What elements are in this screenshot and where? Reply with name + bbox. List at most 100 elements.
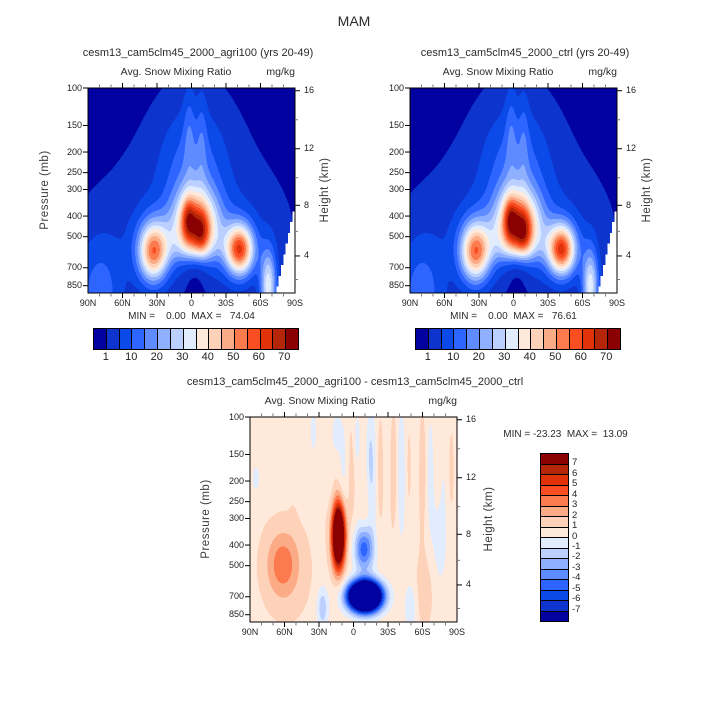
lat-tick-label: 90N — [79, 298, 97, 308]
height-tick-label: 12 — [626, 143, 637, 154]
diff-colorbar-tick-label: 6 — [572, 467, 578, 479]
panel-units-agri100: mg/kg — [266, 66, 295, 78]
colorbar-swatch — [541, 569, 568, 580]
colorbar-swatch — [582, 329, 596, 349]
lat-tick-label: 90S — [448, 627, 465, 637]
pressure-tick-label: 150 — [388, 119, 404, 130]
colorbar-swatch — [106, 329, 120, 349]
diff-colorbar-tick-label: 4 — [572, 488, 578, 500]
height-tick-label: 8 — [304, 199, 310, 210]
colorbar-tick-label: 40 — [201, 351, 214, 363]
colorbar-swatch — [608, 329, 620, 349]
colorbar-tick-label: 1 — [102, 351, 109, 363]
colorbar-swatch — [132, 329, 146, 349]
height-tick-label: 12 — [466, 472, 477, 483]
minmax-diff: MIN = -23.23 MAX = 13.09 — [503, 429, 628, 440]
colorbar-swatch — [541, 454, 568, 465]
colorbar-swatch — [541, 559, 568, 570]
colorbar-swatch — [222, 329, 235, 349]
pressure-tick-label: 100 — [228, 411, 244, 422]
lat-tick-label: 30S — [379, 627, 396, 637]
contour-canvas-agri100 — [88, 88, 295, 293]
colorbar-swatch — [505, 329, 519, 349]
colorbar-swatch — [145, 329, 159, 349]
pressure-tick-label: 400 — [66, 210, 82, 221]
colorbar-swatch — [541, 464, 568, 475]
colorbar-tick-label: 70 — [600, 351, 613, 363]
diff-colorbar-tick-label: -3 — [572, 561, 581, 573]
colorbar-swatch — [416, 329, 429, 349]
colorbar-swatch — [541, 548, 568, 559]
colorbar-swatch — [196, 329, 210, 349]
pressure-tick-label: 500 — [388, 231, 404, 242]
lat-tick-label: 90S — [608, 298, 625, 308]
panel-title-agri100: cesm13_cam5clm45_2000_agri100 (yrs 20-49… — [82, 47, 314, 59]
colorbar-ctrl — [415, 328, 621, 350]
colorbar-swatch — [183, 329, 197, 349]
colorbar-tick-label: 20 — [150, 351, 163, 363]
minmax-agri100: MIN = 0.00 MAX = 74.04 — [128, 311, 255, 322]
pressure-tick-label: 300 — [66, 183, 82, 194]
colorbar-swatch — [595, 329, 609, 349]
colorbar-agri100 — [93, 328, 299, 350]
colorbar-swatch — [541, 611, 568, 621]
colorbar-swatch — [467, 329, 481, 349]
pressure-tick-label: 250 — [388, 167, 404, 178]
panel-subtitle-agri100: Avg. Snow Mixing Ratio — [120, 66, 232, 78]
colorbar-swatch — [541, 527, 568, 538]
diff-colorbar-tick-label: 0 — [572, 530, 578, 542]
panel-title-diff: cesm13_cam5clm45_2000_agri100 - cesm13_c… — [186, 376, 524, 388]
diff-colorbar-tick-label: 7 — [572, 457, 578, 469]
panel-units-diff: mg/kg — [428, 395, 457, 407]
colorbar-swatch — [569, 329, 583, 349]
height-tick-label: 4 — [626, 250, 632, 261]
panel-subtitle-diff: Avg. Snow Mixing Ratio — [264, 395, 376, 407]
colorbar-swatch — [119, 329, 133, 349]
height-tick-label: 16 — [626, 85, 637, 96]
pressure-tick-label: 100 — [388, 82, 404, 93]
diff-colorbar-tick-label: 5 — [572, 478, 578, 490]
colorbar-tick-label: 10 — [447, 351, 460, 363]
pressure-tick-label: 150 — [66, 119, 82, 130]
diff-colorbar-tick-label: -6 — [572, 593, 581, 605]
pressure-tick-label: 500 — [66, 231, 82, 242]
lat-tick-label: 60S — [414, 627, 431, 637]
lat-tick-label: 0 — [510, 298, 516, 308]
colorbar-tick-label: 60 — [252, 351, 265, 363]
contour-canvas-ctrl — [410, 88, 617, 293]
colorbar-swatch — [541, 485, 568, 496]
pressure-tick-label: 250 — [228, 496, 244, 507]
height-tick-label: 12 — [304, 143, 315, 154]
pressure-axis-label-diff: Pressure (mb) — [200, 479, 212, 559]
pressure-tick-label: 250 — [66, 167, 82, 178]
colorbar-swatch — [273, 329, 287, 349]
pressure-axis-label-agri100: Pressure (mb) — [39, 150, 51, 230]
colorbar-swatch — [441, 329, 455, 349]
colorbar-tick-label: 40 — [523, 351, 536, 363]
colorbar-swatch — [518, 329, 532, 349]
panel-title-ctrl: cesm13_cam5clm45_2000_ctrl (yrs 20-49) — [420, 47, 630, 59]
pressure-tick-label: 400 — [388, 210, 404, 221]
pressure-tick-label: 700 — [388, 262, 404, 273]
diff-colorbar-tick-label: 2 — [572, 509, 578, 521]
colorbar-tick-label: 1 — [424, 351, 431, 363]
colorbar-swatch — [170, 329, 184, 349]
diff-colorbar-tick-label: -1 — [572, 540, 581, 552]
pressure-tick-label: 150 — [228, 448, 244, 459]
height-tick-label: 16 — [466, 414, 477, 425]
lat-tick-label: 60N — [436, 298, 453, 308]
colorbar-swatch — [247, 329, 261, 349]
colorbar-tick-label: 70 — [278, 351, 291, 363]
height-tick-label: 16 — [304, 85, 315, 96]
colorbar-swatch — [428, 329, 442, 349]
diff-colorbar-tick-label: -7 — [572, 603, 581, 615]
lat-tick-label: 30S — [539, 298, 556, 308]
lat-tick-label: 60N — [276, 627, 293, 637]
diff-colorbar-tick-label: -2 — [572, 551, 581, 563]
pressure-tick-label: 850 — [388, 280, 404, 291]
colorbar-swatch — [158, 329, 171, 349]
colorbar-tick-label: 30 — [176, 351, 189, 363]
colorbar-swatch — [234, 329, 248, 349]
lat-tick-label: 30N — [470, 298, 488, 308]
